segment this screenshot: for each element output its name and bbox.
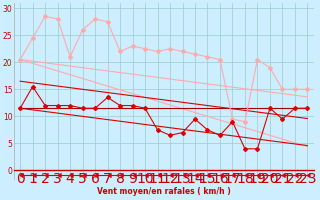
X-axis label: Vent moyen/en rafales ( km/h ): Vent moyen/en rafales ( km/h ): [97, 187, 231, 196]
